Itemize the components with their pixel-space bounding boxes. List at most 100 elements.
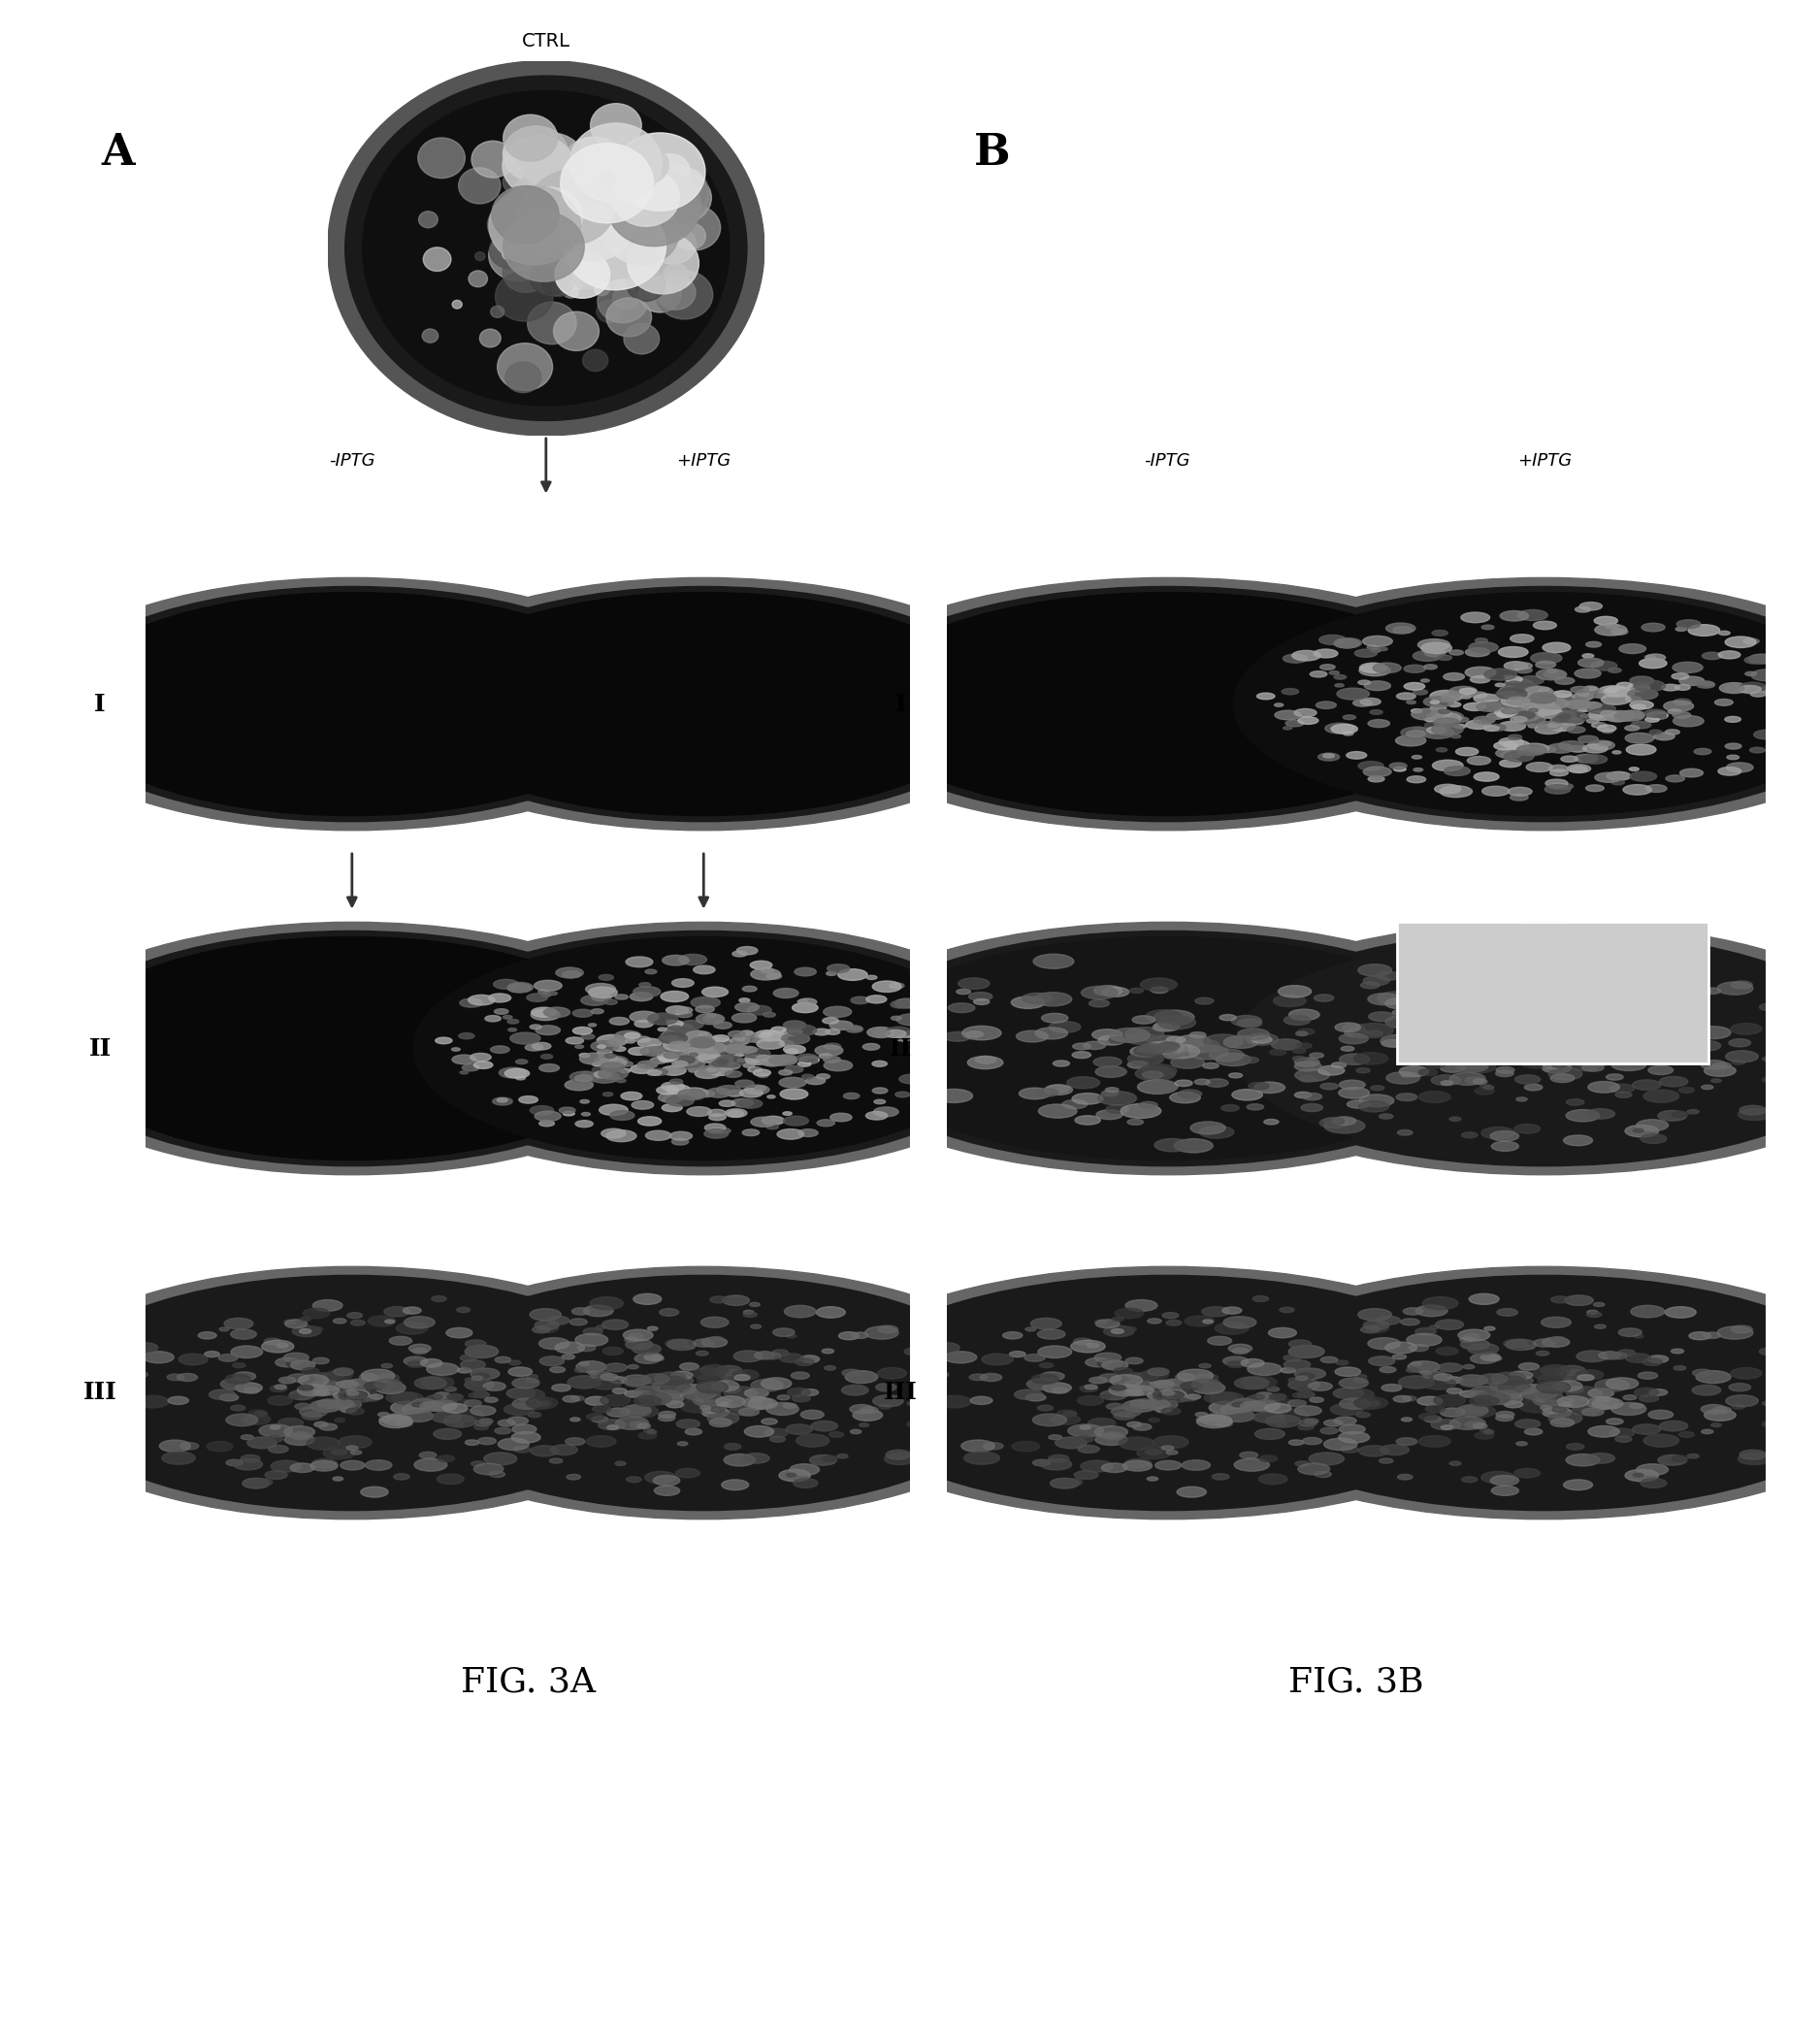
Circle shape xyxy=(375,1380,402,1390)
Circle shape xyxy=(699,1045,726,1058)
Circle shape xyxy=(531,1009,561,1021)
Circle shape xyxy=(1556,717,1571,723)
Circle shape xyxy=(925,1080,948,1088)
Circle shape xyxy=(551,178,612,231)
Circle shape xyxy=(524,237,557,265)
Circle shape xyxy=(1361,1327,1380,1333)
Circle shape xyxy=(1369,776,1385,782)
Circle shape xyxy=(1509,788,1532,796)
Circle shape xyxy=(313,1390,329,1396)
Circle shape xyxy=(424,247,451,271)
Circle shape xyxy=(1270,1394,1287,1400)
Circle shape xyxy=(1341,1045,1354,1051)
Circle shape xyxy=(732,1400,743,1406)
Circle shape xyxy=(1232,1406,1250,1412)
Circle shape xyxy=(1299,1420,1316,1426)
Circle shape xyxy=(1540,687,1549,691)
Circle shape xyxy=(1252,1402,1279,1412)
Circle shape xyxy=(1587,968,1602,972)
Circle shape xyxy=(1587,1398,1618,1408)
Circle shape xyxy=(502,126,568,182)
Circle shape xyxy=(1441,693,1461,701)
Circle shape xyxy=(1207,1337,1232,1345)
Circle shape xyxy=(872,1029,890,1037)
Circle shape xyxy=(688,1049,703,1056)
Circle shape xyxy=(799,999,817,1005)
Circle shape xyxy=(1631,960,1665,972)
Circle shape xyxy=(1158,1015,1196,1029)
Circle shape xyxy=(1496,1309,1518,1317)
Circle shape xyxy=(1310,671,1327,677)
Circle shape xyxy=(1283,1015,1310,1025)
Circle shape xyxy=(1320,634,1347,644)
Circle shape xyxy=(1516,667,1532,673)
Circle shape xyxy=(1281,689,1299,695)
Circle shape xyxy=(1491,1027,1527,1039)
Circle shape xyxy=(1123,1400,1156,1412)
Circle shape xyxy=(701,1382,724,1392)
Circle shape xyxy=(723,1295,750,1305)
Circle shape xyxy=(1385,997,1416,1009)
Circle shape xyxy=(677,1033,697,1039)
Circle shape xyxy=(1443,1378,1463,1384)
Circle shape xyxy=(781,1033,810,1043)
Circle shape xyxy=(1212,1473,1229,1479)
Circle shape xyxy=(1549,1068,1582,1080)
Circle shape xyxy=(62,936,642,1161)
Circle shape xyxy=(1549,766,1567,772)
Circle shape xyxy=(1605,1418,1623,1424)
Circle shape xyxy=(1545,1054,1563,1060)
Circle shape xyxy=(1793,687,1809,693)
Circle shape xyxy=(1156,1406,1172,1412)
Circle shape xyxy=(1303,1094,1321,1100)
Circle shape xyxy=(160,1440,191,1453)
Circle shape xyxy=(779,1070,792,1076)
Circle shape xyxy=(1263,1118,1279,1124)
Circle shape xyxy=(766,1124,779,1128)
Circle shape xyxy=(1451,1072,1485,1086)
Circle shape xyxy=(1587,1108,1614,1118)
Circle shape xyxy=(1594,958,1605,962)
Circle shape xyxy=(1048,1084,1070,1092)
Circle shape xyxy=(1320,665,1336,671)
Circle shape xyxy=(1543,1390,1562,1396)
Circle shape xyxy=(815,1307,844,1317)
Circle shape xyxy=(286,1319,308,1329)
Circle shape xyxy=(1358,1100,1389,1112)
Circle shape xyxy=(1314,1471,1327,1477)
Circle shape xyxy=(1622,711,1645,719)
Circle shape xyxy=(1323,754,1334,758)
Circle shape xyxy=(288,1374,309,1382)
Circle shape xyxy=(419,138,466,178)
Circle shape xyxy=(642,176,668,199)
Circle shape xyxy=(693,1392,713,1400)
Circle shape xyxy=(1634,991,1643,993)
Circle shape xyxy=(1589,711,1616,721)
Circle shape xyxy=(613,1047,626,1051)
Circle shape xyxy=(1496,1390,1523,1398)
Circle shape xyxy=(1139,1043,1167,1054)
Circle shape xyxy=(1463,1366,1474,1370)
Circle shape xyxy=(592,1066,612,1074)
Circle shape xyxy=(1116,1309,1143,1319)
Circle shape xyxy=(570,124,662,203)
Circle shape xyxy=(1693,1041,1720,1051)
Circle shape xyxy=(1167,1037,1185,1043)
Circle shape xyxy=(1718,768,1742,776)
Circle shape xyxy=(839,1331,859,1339)
Circle shape xyxy=(1341,1447,1360,1453)
Circle shape xyxy=(1239,1453,1258,1459)
Circle shape xyxy=(1572,1056,1585,1062)
Circle shape xyxy=(659,168,708,209)
Circle shape xyxy=(739,1408,759,1416)
Circle shape xyxy=(313,1357,329,1363)
Circle shape xyxy=(703,987,728,997)
Circle shape xyxy=(1440,1408,1465,1416)
Circle shape xyxy=(1520,1047,1531,1051)
Circle shape xyxy=(539,1120,555,1126)
Circle shape xyxy=(1658,1455,1687,1465)
Circle shape xyxy=(1578,1374,1594,1380)
Circle shape xyxy=(249,1410,268,1416)
Circle shape xyxy=(562,286,579,298)
Circle shape xyxy=(735,1080,753,1088)
